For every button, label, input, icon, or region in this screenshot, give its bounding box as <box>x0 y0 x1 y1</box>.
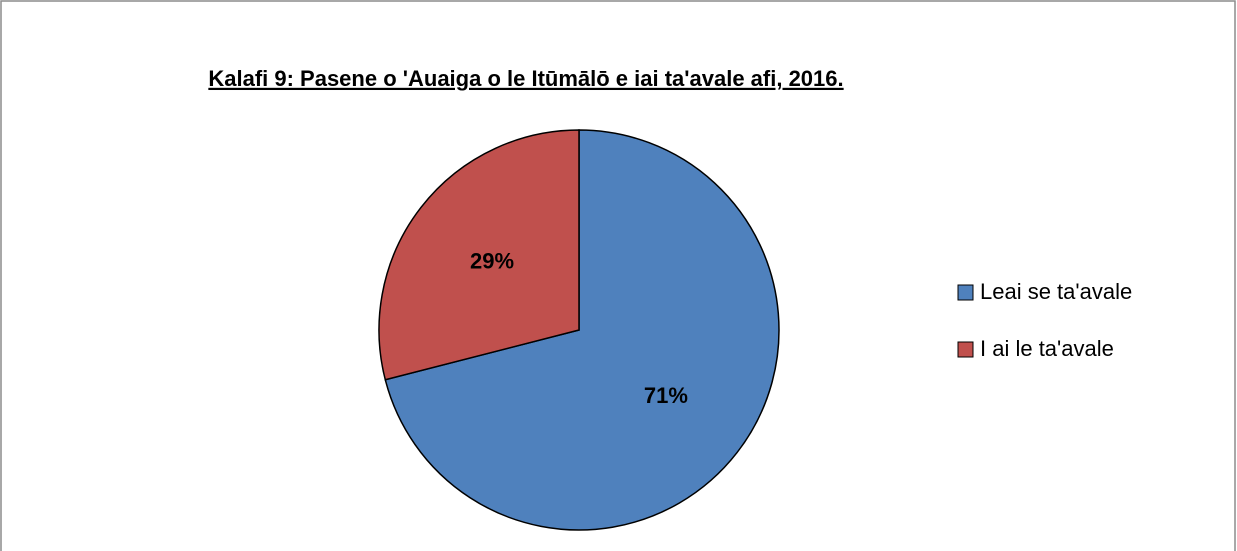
data-label: 71% <box>644 383 688 408</box>
pie-slice <box>378 129 580 381</box>
pie-slice <box>384 129 780 531</box>
legend-swatch <box>957 284 974 301</box>
legend-label: Leai se ta'avale <box>980 279 1132 304</box>
chart-title: Kalafi 9: Pasene o 'Auaiga o le Itūmālō … <box>208 66 843 91</box>
legend-label: I ai le ta'avale <box>980 336 1114 361</box>
legend-swatch <box>957 341 974 358</box>
data-label: 29% <box>470 248 514 273</box>
